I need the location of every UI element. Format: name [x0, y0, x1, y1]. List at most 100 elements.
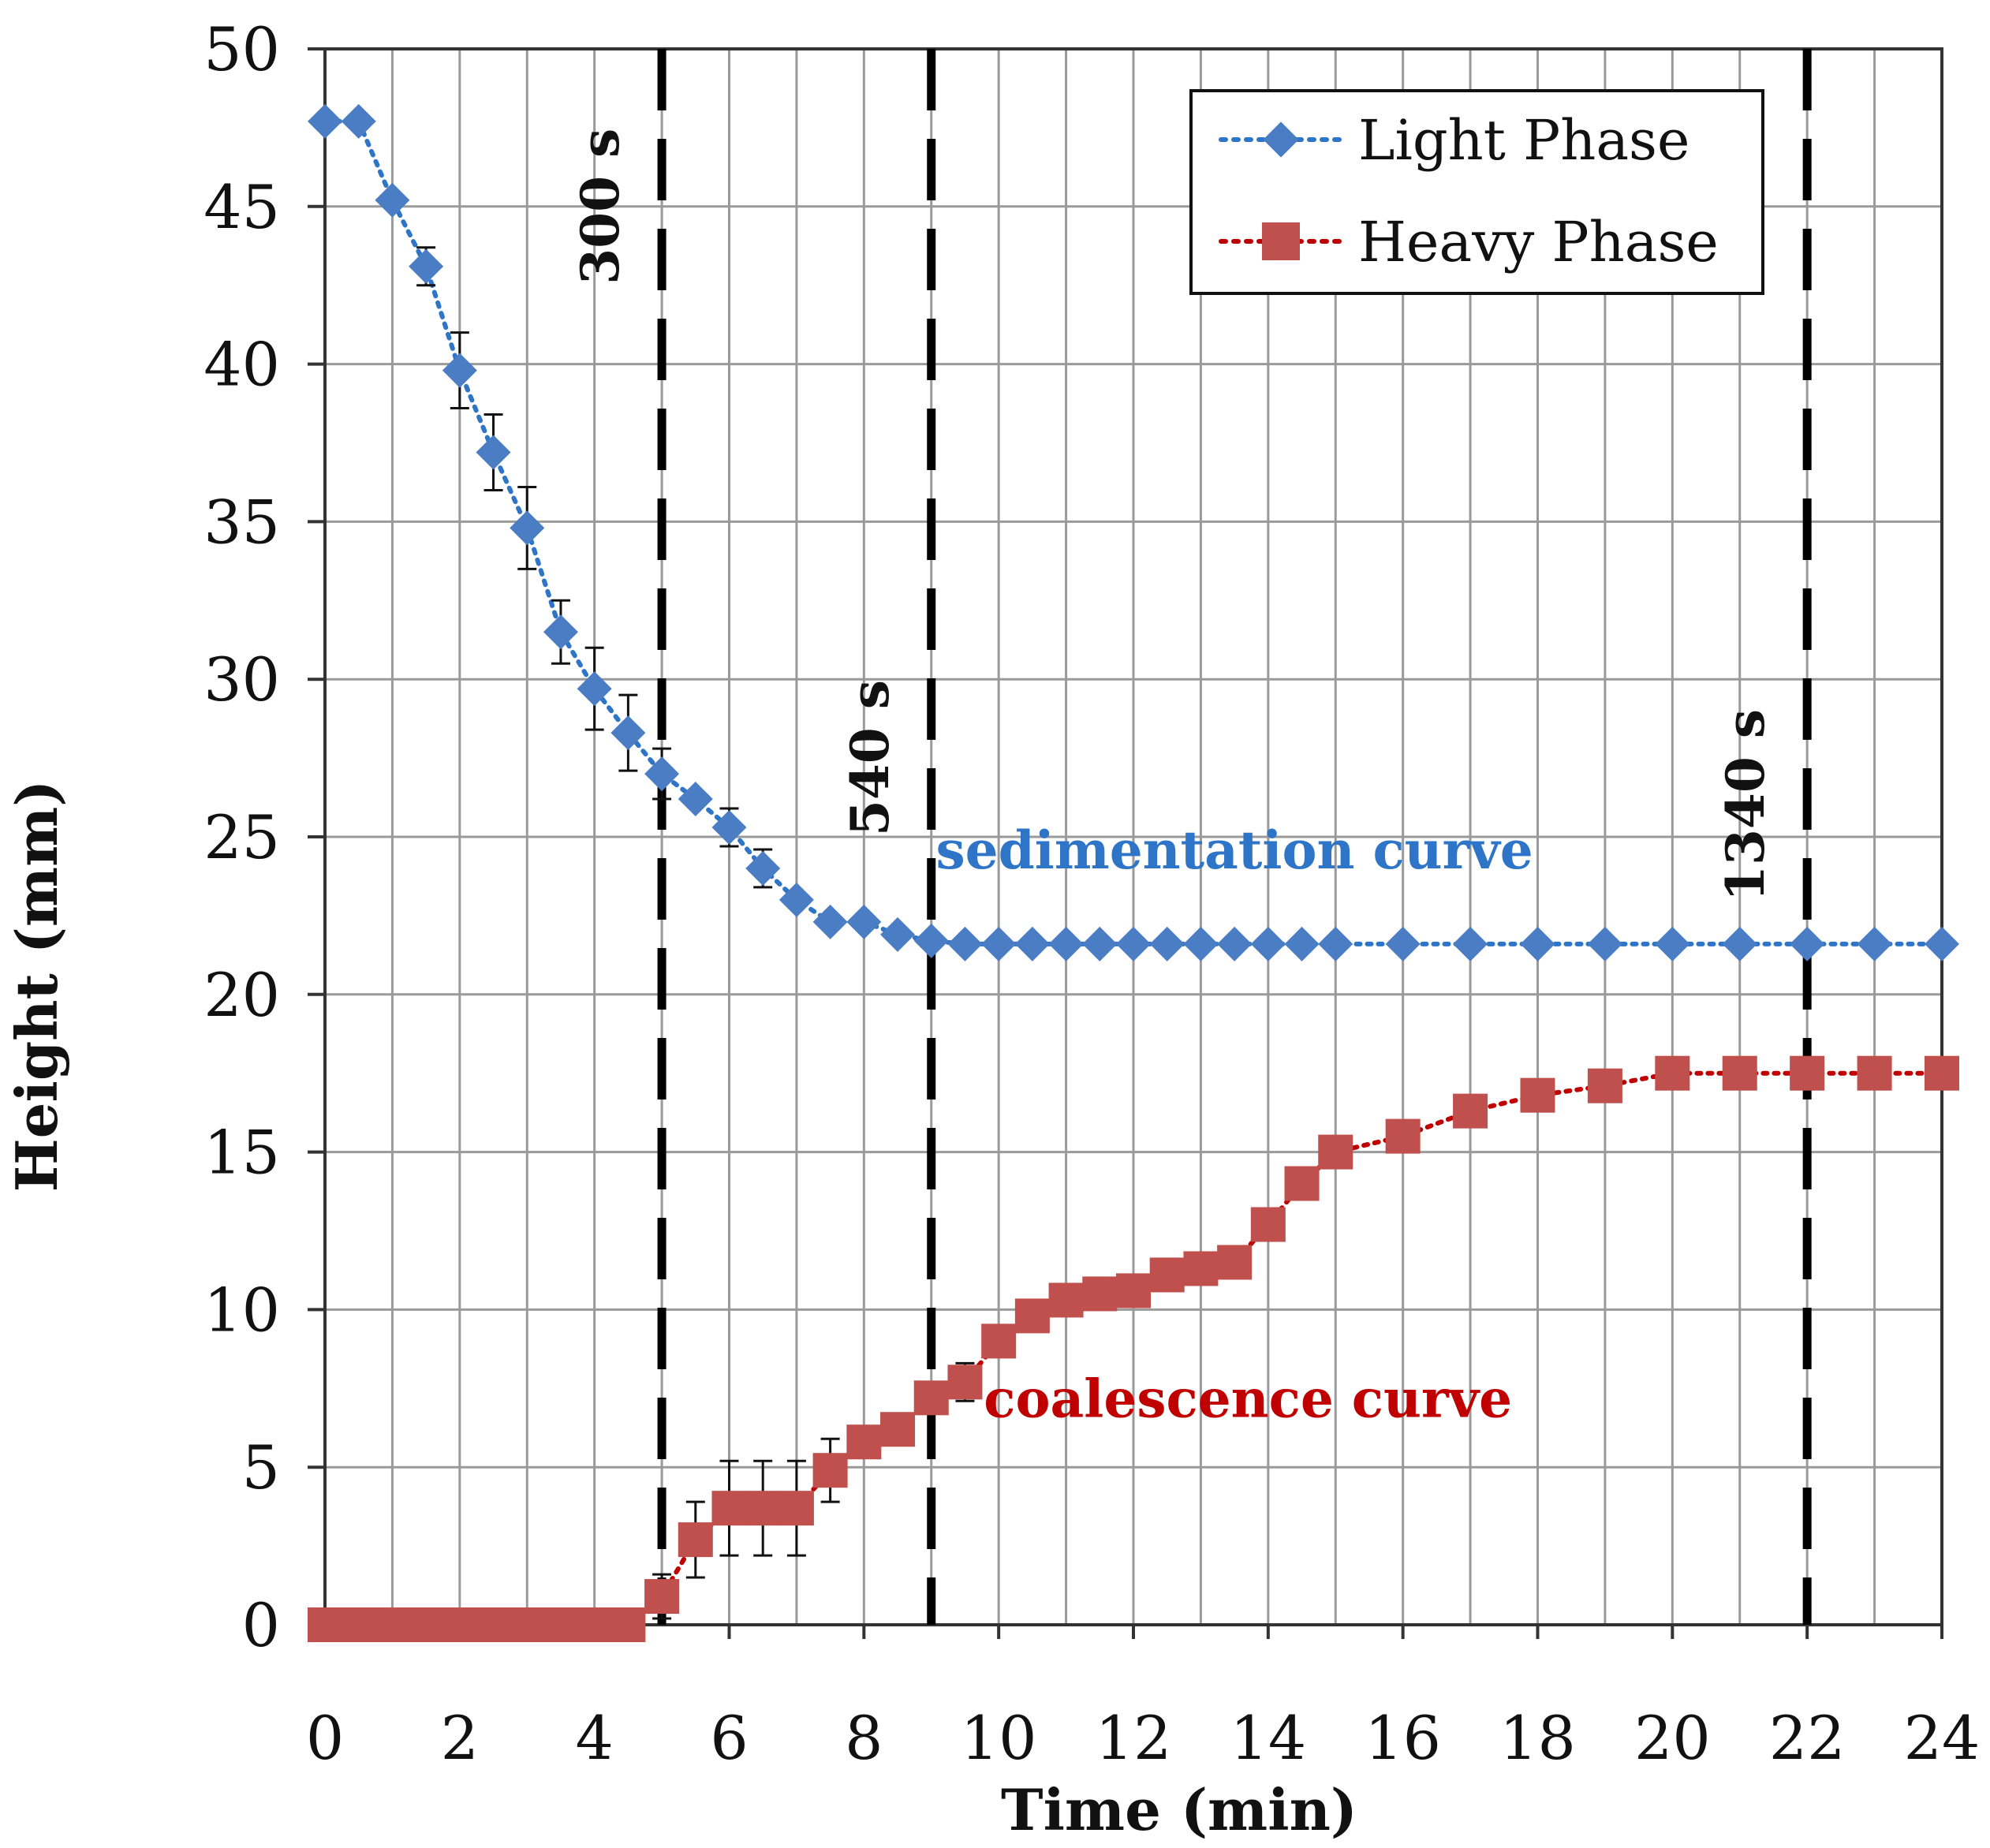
- heavy-phase-point: [644, 1579, 680, 1615]
- light-phase-point: [1014, 926, 1050, 961]
- light-phase-point: [409, 248, 444, 284]
- x-tick-label: 0: [306, 1703, 344, 1773]
- heavy-phase-point: [1116, 1273, 1151, 1309]
- heavy-phase-point: [678, 1522, 713, 1558]
- legend: Light Phase Heavy Phase: [1189, 89, 1764, 295]
- heavy-phase-point: [981, 1323, 1017, 1359]
- light-phase-point: [1790, 926, 1825, 961]
- light-phase-point: [1925, 926, 1959, 961]
- y-tick-label: 45: [203, 172, 280, 242]
- light-phase-point: [846, 904, 882, 939]
- y-tick-label: 5: [242, 1432, 280, 1503]
- heavy-phase-point: [880, 1412, 916, 1447]
- light-phase-point: [610, 715, 646, 751]
- heavy-phase-point: [1453, 1093, 1488, 1129]
- y-tick-label: 25: [203, 802, 280, 872]
- light-phase-point: [476, 435, 511, 470]
- heavy-phase-point: [1520, 1077, 1555, 1113]
- light-phase-point: [981, 926, 1017, 961]
- marker-label: 540 s: [839, 680, 901, 836]
- light-phase-point: [1318, 926, 1353, 961]
- heavy-phase-point: [1587, 1068, 1622, 1103]
- heavy-phase-point: [1217, 1245, 1253, 1280]
- x-tick-label: 4: [575, 1703, 613, 1773]
- y-tick-label: 40: [203, 330, 280, 400]
- heavy-phase-point: [812, 1453, 848, 1488]
- light-phase-point: [1587, 926, 1622, 961]
- light-phase-point: [947, 926, 983, 961]
- light-phase-point: [1857, 926, 1892, 961]
- heavy-phase-point: [610, 1607, 646, 1642]
- light-phase-point: [1284, 926, 1320, 961]
- light-phase-point: [341, 103, 376, 139]
- light-phase-point: [812, 904, 848, 939]
- light-phase-point: [1385, 926, 1421, 961]
- heavy-phase-point: [1284, 1166, 1320, 1201]
- heavy-phase-point: [1149, 1257, 1185, 1293]
- heavy-phase-point: [711, 1491, 747, 1526]
- y-axis-title: Height (mm): [3, 780, 70, 1193]
- light-phase-point: [1048, 926, 1084, 961]
- light-phase-point: [1250, 926, 1286, 961]
- legend-light-diamond-icon: [1263, 121, 1299, 158]
- heavy-phase-point: [1014, 1298, 1050, 1334]
- x-tick-label: 6: [710, 1703, 748, 1773]
- x-tick-label: 14: [1230, 1703, 1306, 1773]
- light-phase-point: [308, 103, 342, 139]
- y-tick-label: 50: [203, 14, 280, 84]
- x-tick-label: 2: [441, 1703, 479, 1773]
- light-phase-point: [577, 671, 612, 707]
- light-phase-point: [1082, 926, 1118, 961]
- legend-heavy-label: Heavy Phase: [1358, 210, 1719, 274]
- y-tick-label: 35: [203, 487, 280, 557]
- heavy-phase-point: [1790, 1055, 1825, 1091]
- x-tick-label: 8: [845, 1703, 883, 1773]
- heavy-phase-point: [1925, 1055, 1959, 1091]
- y-tick-label: 30: [203, 644, 280, 715]
- light-phase-point: [745, 850, 781, 886]
- heavy-phase-point: [1082, 1276, 1118, 1312]
- x-tick-label: 16: [1365, 1703, 1441, 1773]
- data-markers: [308, 103, 1959, 1642]
- heavy-phase-point: [913, 1380, 949, 1416]
- heavy-phase-point: [1318, 1134, 1353, 1170]
- heavy-phase-point: [745, 1491, 781, 1526]
- sedimentation-curve-label: sedimentation curve: [935, 819, 1533, 881]
- light-phase-point: [510, 510, 545, 546]
- heavy-phase-point: [1183, 1251, 1219, 1286]
- heavy-phase-point: [1722, 1055, 1757, 1091]
- light-phase-point: [543, 614, 578, 650]
- light-phase-point: [880, 917, 916, 952]
- light-phase-point: [1116, 926, 1151, 961]
- light-phase-point: [711, 810, 747, 846]
- heavy-phase-point: [1250, 1207, 1286, 1242]
- heavy-phase-point: [1048, 1282, 1084, 1318]
- x-tick-label: 20: [1634, 1703, 1711, 1773]
- heavy-phase-point: [778, 1491, 814, 1526]
- light-phase-point: [678, 782, 713, 817]
- coalescence-curve-label: coalescence curve: [984, 1368, 1512, 1429]
- light-phase-point: [1722, 926, 1757, 961]
- marker-label: 1340 s: [1715, 709, 1776, 902]
- y-tick-label: 10: [203, 1275, 280, 1345]
- light-phase-point: [778, 882, 814, 917]
- light-phase-point: [375, 182, 410, 218]
- heavy-phase-point: [1385, 1118, 1421, 1154]
- tick-labels: 0 2 4 6 8 10 12 14 16 18 20 22 240510152025303540455…: [203, 14, 1980, 1773]
- marker-label: 300 s: [569, 129, 631, 285]
- light-phase-point: [1655, 926, 1690, 961]
- light-phase-point: [644, 756, 680, 792]
- legend-light-label: Light Phase: [1358, 108, 1689, 173]
- x-tick-label: 10: [961, 1703, 1037, 1773]
- light-phase-point: [1453, 926, 1488, 961]
- y-tick-label: 15: [203, 1118, 280, 1188]
- x-axis-title: Time (min): [1001, 1776, 1357, 1843]
- light-phase-point: [1149, 926, 1185, 961]
- vertical-marker-lines: 300 s 540 s 1340 s: [569, 49, 1812, 1625]
- light-phase-point: [1217, 926, 1253, 961]
- y-tick-label: 0: [242, 1590, 280, 1660]
- light-phase-point: [913, 923, 949, 958]
- curve-annotations: sedimentation curve coalescence curve: [935, 819, 1533, 1429]
- heavy-phase-point: [1857, 1055, 1892, 1091]
